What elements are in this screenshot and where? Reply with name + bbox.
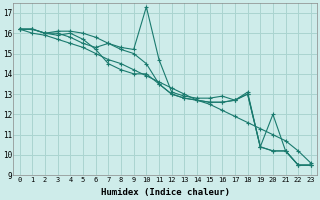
X-axis label: Humidex (Indice chaleur): Humidex (Indice chaleur)	[101, 188, 230, 197]
